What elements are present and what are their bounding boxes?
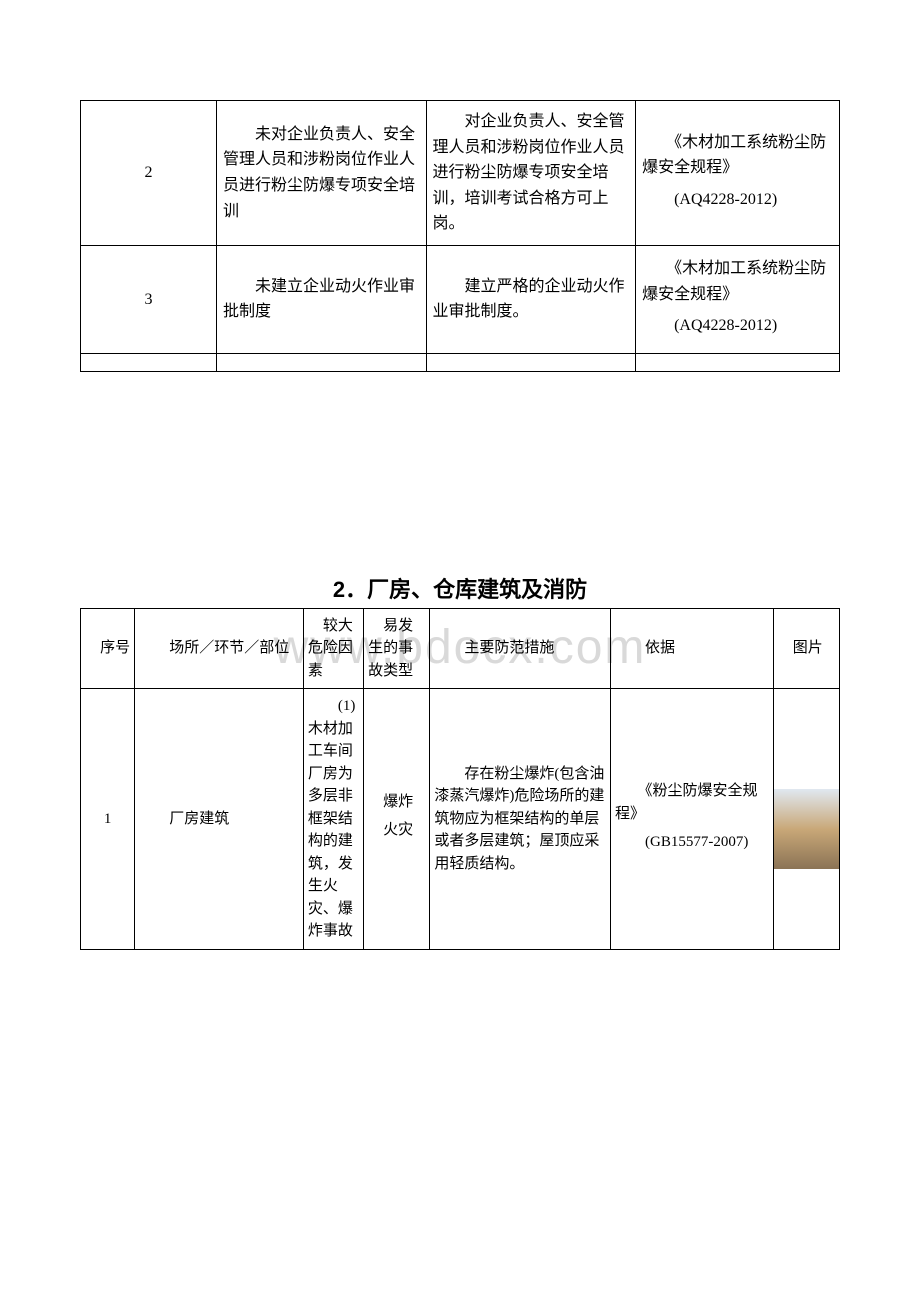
empty-cell (636, 353, 840, 371)
type-1: 爆炸 (368, 791, 425, 814)
cell-basis: 《木材加工系统粉尘防爆安全规程》 (AQ4228-2012) (636, 101, 840, 246)
table-row: 1 厂房建筑 (1)木材加工车间厂房为多层非框架结构的建筑，发生火灾、爆炸事故 … (81, 689, 840, 950)
basis-code: (GB15577-2007) (615, 831, 769, 854)
table-1-management: 2 未对企业负责人、安全管理人员和涉粉岗位作业人员进行粉尘防爆专项安全培训 对企… (80, 100, 840, 372)
header-basis: 依据 (611, 608, 774, 689)
cell-risk: (1)木材加工车间厂房为多层非框架结构的建筑，发生火灾、爆炸事故 (303, 689, 363, 950)
cell-basis: 《木材加工系统粉尘防爆安全规程》 (AQ4228-2012) (636, 245, 840, 353)
table-2-building: 序号 场所／环节／部位 较大危险因素 易发生的事故类型 主要防范措施 依据 图片… (80, 608, 840, 950)
placeholder-image (774, 789, 839, 869)
table-row-empty (81, 353, 840, 371)
cell-num: 1 (81, 689, 135, 950)
cell-risk: 未对企业负责人、安全管理人员和涉粉岗位作业人员进行粉尘防爆专项安全培训 (216, 101, 426, 246)
header-risk: 较大危险因素 (303, 608, 363, 689)
cell-basis: 《粉尘防爆安全规程》 (GB15577-2007) (611, 689, 774, 950)
cell-pic (773, 689, 839, 950)
type-2: 火灾 (368, 819, 425, 842)
cell-num: 2 (81, 101, 217, 246)
header-place: 场所／环节／部位 (135, 608, 304, 689)
table-header-row: 序号 场所／环节／部位 较大危险因素 易发生的事故类型 主要防范措施 依据 图片 (81, 608, 840, 689)
section-title: 2．厂房、仓库建筑及消防 (80, 572, 840, 604)
basis-title: 《粉尘防爆安全规程》 (615, 780, 769, 825)
basis-title: 《木材加工系统粉尘防爆安全规程》 (642, 256, 833, 307)
cell-risk: 未建立企业动火作业审批制度 (216, 245, 426, 353)
header-num: 序号 (81, 608, 135, 689)
cell-measure: 存在粉尘爆炸(包含油漆蒸汽爆炸)危险场所的建筑物应为框架结构的单层或者多层建筑；… (430, 689, 611, 950)
empty-cell (216, 353, 426, 371)
basis-title: 《木材加工系统粉尘防爆安全规程》 (642, 130, 833, 181)
basis-code: (AQ4228-2012) (642, 313, 833, 339)
basis-code: (AQ4228-2012) (642, 187, 833, 213)
header-type: 易发生的事故类型 (364, 608, 430, 689)
cell-measure: 对企业负责人、安全管理人员和涉粉岗位作业人员进行粉尘防爆专项安全培训，培训考试合… (426, 101, 636, 246)
cell-place: 厂房建筑 (135, 689, 304, 950)
cell-type: 爆炸 火灾 (364, 689, 430, 950)
empty-cell (81, 353, 217, 371)
cell-measure: 建立严格的企业动火作业审批制度。 (426, 245, 636, 353)
header-pic: 图片 (773, 608, 839, 689)
empty-cell (426, 353, 636, 371)
cell-num: 3 (81, 245, 217, 353)
table-row: 3 未建立企业动火作业审批制度 建立严格的企业动火作业审批制度。 《木材加工系统… (81, 245, 840, 353)
header-measure: 主要防范措施 (430, 608, 611, 689)
table-row: 2 未对企业负责人、安全管理人员和涉粉岗位作业人员进行粉尘防爆专项安全培训 对企… (81, 101, 840, 246)
